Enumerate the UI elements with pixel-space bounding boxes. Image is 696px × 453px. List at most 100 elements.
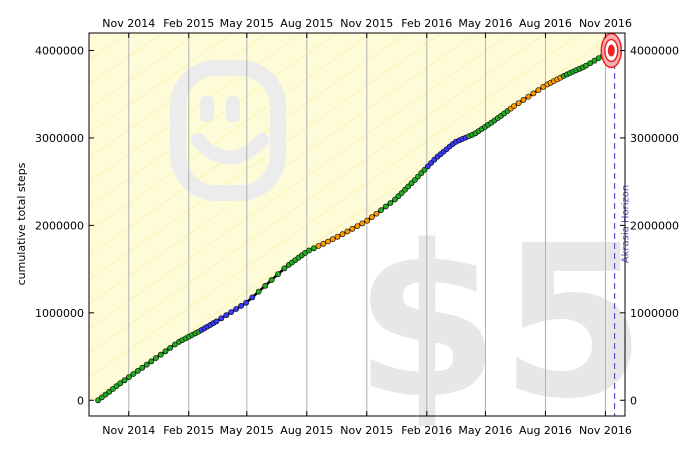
datapoint xyxy=(315,243,322,249)
plot-frame xyxy=(88,32,626,417)
datapoint xyxy=(306,247,312,254)
datapoint xyxy=(583,62,589,69)
x-tick-label-bottom: Aug 2016 xyxy=(519,424,572,437)
goal-target-icon xyxy=(600,32,623,69)
datapoint xyxy=(368,214,375,220)
x-tick-label-bottom: Aug 2015 xyxy=(280,424,333,437)
datapoint xyxy=(329,236,336,243)
datapoint xyxy=(275,271,281,278)
y-axis-left: 0 1000000 2000000 3000000 4000000 xyxy=(35,44,94,407)
watermark-smiley-icon xyxy=(170,60,286,201)
datapoint xyxy=(595,55,602,61)
datapoint xyxy=(281,265,288,272)
y-tick-label-right: 4000000 xyxy=(630,44,679,57)
y-tick-label-left: 2000000 xyxy=(35,219,84,232)
yellow-road xyxy=(89,33,612,401)
datapoint xyxy=(382,203,389,210)
datapoint xyxy=(268,277,275,283)
x-tick-label-bottom: Feb 2016 xyxy=(401,424,452,437)
x-tick-label-bottom: Nov 2015 xyxy=(340,424,393,437)
datapoint xyxy=(515,100,522,106)
x-tick-label-top: Aug 2015 xyxy=(280,17,333,30)
datapoint xyxy=(255,288,262,295)
datapoint xyxy=(134,367,141,374)
x-tick-label-top: Aug 2016 xyxy=(519,17,572,30)
y-tick-label-left: 0 xyxy=(77,394,84,407)
datapoint xyxy=(213,318,220,325)
datapoint xyxy=(153,355,159,361)
datapoint xyxy=(520,97,527,103)
x-tick-label-top: Nov 2015 xyxy=(340,17,393,30)
y-tick-label-left: 3000000 xyxy=(35,132,84,145)
datapoint xyxy=(228,309,235,315)
datapoint xyxy=(157,351,164,358)
datapoint xyxy=(359,220,366,227)
datapoint xyxy=(587,60,594,67)
x-tick-label-bottom: Nov 2014 xyxy=(102,424,155,437)
akrasia-horizon-label: Akrasia Horizon xyxy=(621,185,632,263)
y-tick-label-left: 4000000 xyxy=(35,44,84,57)
datapoint xyxy=(117,380,124,387)
x-tick-label-bottom: May 2015 xyxy=(220,424,274,437)
y-axis-title: cumulative total steps xyxy=(15,162,28,285)
datapoint xyxy=(172,341,178,348)
y-tick-label-right: 2000000 xyxy=(630,219,679,232)
x-tick-label-top: Feb 2015 xyxy=(163,17,214,30)
datapoint xyxy=(511,103,517,109)
x-axis-top: Nov 2014 Feb 2015 May 2015 Aug 2015 Nov 2015… xyxy=(102,17,632,38)
datapoint xyxy=(591,57,598,64)
y-axis-right: 0 1000000 2000000 3000000 4000000 xyxy=(620,44,679,407)
datapoint xyxy=(387,200,394,206)
datapoint xyxy=(126,374,132,380)
x-tick-label-top: May 2015 xyxy=(220,17,274,30)
datapoint xyxy=(139,364,146,371)
vertical-grid xyxy=(128,33,606,416)
datapoint xyxy=(378,207,384,213)
x-tick-label-bottom: Nov 2016 xyxy=(579,424,632,437)
datapoint xyxy=(424,163,431,170)
yellow-road-hatching xyxy=(89,33,612,401)
datapoint xyxy=(421,166,428,173)
datapoint xyxy=(339,231,346,238)
datapoint xyxy=(344,228,351,235)
datapoint xyxy=(233,306,240,312)
datapoint xyxy=(364,217,371,224)
datapoint xyxy=(167,344,174,351)
datapoint xyxy=(349,225,356,232)
datapoint xyxy=(320,240,327,247)
datapoint xyxy=(243,299,249,306)
x-tick-label-bottom: May 2016 xyxy=(458,424,512,437)
datapoint xyxy=(415,173,421,180)
datapoint xyxy=(354,223,361,229)
y-tick-label-right: 0 xyxy=(630,394,637,407)
datapoint xyxy=(162,348,169,355)
datapoint xyxy=(334,233,341,240)
datapoint xyxy=(525,93,532,100)
datapoint xyxy=(130,371,137,377)
datapoint xyxy=(262,282,269,289)
datapoint xyxy=(392,196,398,203)
x-tick-label-top: May 2016 xyxy=(458,17,512,30)
datapoint xyxy=(223,312,230,319)
y-tick-label-right: 3000000 xyxy=(630,132,679,145)
datapoint xyxy=(310,245,317,252)
x-tick-label-top: Nov 2016 xyxy=(579,17,632,30)
datapoint xyxy=(238,302,244,309)
datapoint xyxy=(143,361,150,368)
y-tick-label-left: 1000000 xyxy=(35,307,84,320)
watermark-pledge: $5 xyxy=(354,200,646,445)
datapoint xyxy=(218,315,225,322)
datapoint xyxy=(148,358,155,365)
y-tick-label-right: 1000000 xyxy=(630,307,679,320)
datapoint xyxy=(121,377,128,384)
datapoint xyxy=(373,210,380,217)
datapoint xyxy=(530,90,537,97)
datapoint xyxy=(535,87,542,93)
datapoint xyxy=(325,238,331,245)
x-tick-label-top: Nov 2014 xyxy=(102,17,155,30)
x-axis-bottom: Nov 2014 Feb 2015 May 2015 Aug 2015 Nov 2015… xyxy=(102,411,632,437)
datapoint xyxy=(249,294,256,301)
x-tick-label-top: Feb 2016 xyxy=(401,17,452,30)
x-tick-label-bottom: Feb 2015 xyxy=(163,424,214,437)
